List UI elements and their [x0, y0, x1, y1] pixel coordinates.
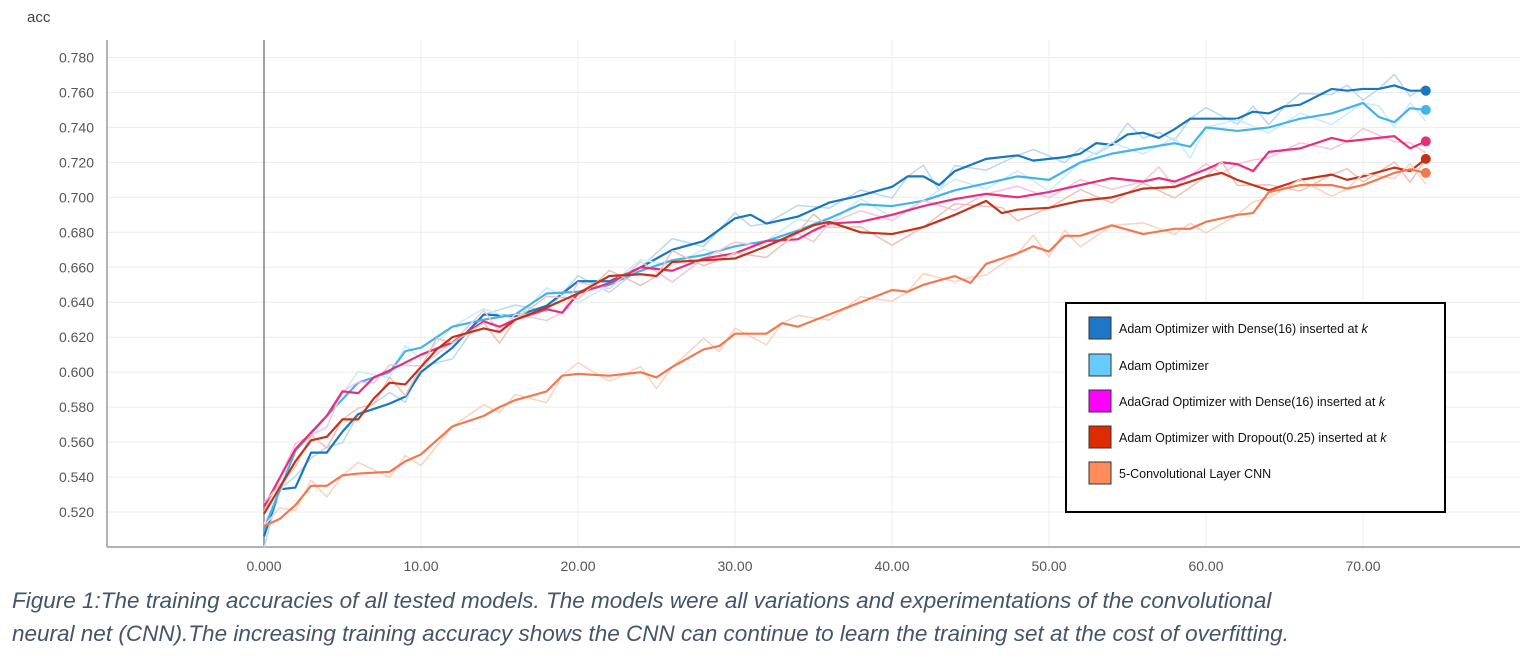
series-3-end-point	[1420, 153, 1431, 164]
legend-entry: Adam Optimizer with Dropout(0.25) insert…	[1119, 431, 1387, 445]
y-tick-label: 0.700	[59, 189, 94, 205]
legend-entry: 5-Convolutional Layer CNN	[1119, 467, 1271, 481]
series-3-raw-line	[263, 158, 1427, 504]
series-2-end-point	[1420, 136, 1431, 147]
legend-label: Adam Optimizer with Dropout(0.25) insert…	[1119, 431, 1380, 445]
legend-entry: Adam Optimizer with Dense(16) inserted a…	[1119, 322, 1368, 336]
series-4-end-point	[1420, 167, 1431, 178]
caption-line-2: neural net (CNN).The increasing training…	[12, 621, 1289, 646]
y-tick-label: 0.740	[59, 119, 94, 135]
legend-label: AdaGrad Optimizer with Dense(16) inserte…	[1119, 395, 1379, 409]
series-0-line	[262, 84, 1426, 537]
legend-label: Adam Optimizer	[1119, 359, 1209, 373]
series-4-line	[263, 168, 1427, 528]
legend-swatch	[1088, 461, 1112, 485]
series-1-end-point	[1420, 104, 1431, 115]
y-tick-label: 0.520	[59, 504, 94, 520]
y-tick-label: 0.720	[59, 154, 94, 170]
y-tick-label: 0.600	[59, 364, 94, 380]
legend-entry: Adam Optimizer	[1119, 359, 1209, 373]
legend-swatch	[1088, 389, 1112, 413]
caption-line-1: Figure 1:The training accuracies of all …	[12, 588, 1272, 613]
legend-box	[1065, 302, 1446, 513]
series-3-line	[263, 158, 1427, 515]
y-tick-label: 0.560	[59, 434, 94, 450]
accuracy-chart: acc 0.5200.5400.5600.5800.6000.6200.6400…	[27, 9, 1520, 574]
legend-k: k	[1361, 322, 1368, 336]
x-tick-label: 50.00	[1031, 558, 1066, 574]
y-axis-label: acc	[27, 9, 51, 26]
legend-entry: AdaGrad Optimizer with Dense(16) inserte…	[1119, 395, 1386, 409]
x-tick-label: 40.00	[874, 558, 909, 574]
series-1-raw-line	[263, 101, 1427, 525]
y-tick-label: 0.680	[59, 224, 94, 240]
legend-swatch	[1088, 316, 1112, 340]
legend: Adam Optimizer with Dense(16) inserted a…	[1065, 302, 1446, 513]
y-tick-label: 0.780	[59, 49, 94, 65]
x-tick-label: 60.00	[1188, 558, 1223, 574]
legend-swatch	[1088, 425, 1112, 449]
x-tick-label: 70.00	[1345, 558, 1380, 574]
x-tick-label: 10.00	[403, 558, 438, 574]
y-tick-label: 0.540	[59, 469, 94, 485]
series-2-raw-line	[263, 127, 1427, 513]
y-tick-label: 0.660	[59, 259, 94, 275]
x-tick-label: 20.00	[560, 558, 595, 574]
y-tick-label: 0.760	[59, 84, 94, 100]
legend-k: k	[1379, 395, 1386, 409]
tick-labels: 0.520 0.540 0.560 0.580 0.600 0.620 0.640 0.660…	[59, 49, 1381, 574]
legend-label: 5-Convolutional Layer CNN	[1119, 467, 1271, 481]
figure-caption: Figure 1:The training accuracies of all …	[12, 584, 1522, 650]
legend-label: Adam Optimizer with Dense(16) inserted a…	[1119, 322, 1361, 336]
y-tick-label: 0.620	[59, 329, 94, 345]
y-tick-label: 0.640	[59, 294, 94, 310]
series-lines	[262, 73, 1431, 548]
gridlines	[107, 40, 1520, 547]
series-0-end-point	[1420, 85, 1431, 96]
x-tick-label: 0.000	[246, 558, 281, 574]
series-2-line	[263, 135, 1427, 508]
legend-k: k	[1380, 431, 1387, 445]
axes	[106, 40, 1520, 548]
legend-swatch	[1088, 353, 1112, 377]
y-tick-label: 0.580	[59, 399, 94, 415]
series-1-line	[262, 101, 1426, 530]
x-tick-label: 30.00	[717, 558, 752, 574]
